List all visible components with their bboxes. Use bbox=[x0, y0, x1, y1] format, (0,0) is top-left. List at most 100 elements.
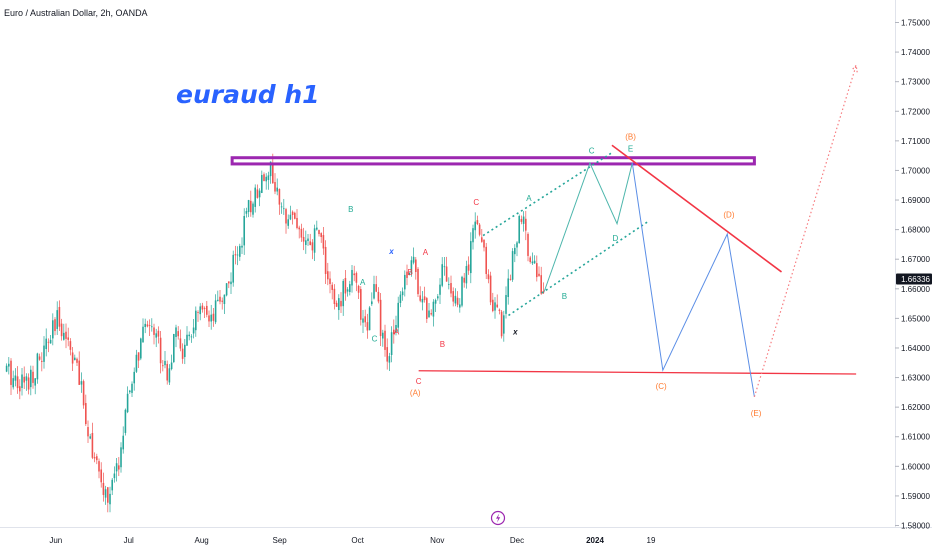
candle bbox=[474, 212, 477, 239]
resistance-box[interactable] bbox=[230, 156, 756, 166]
candle-body bbox=[71, 352, 74, 364]
y-tick-label: 1.58000 bbox=[901, 522, 930, 531]
candle bbox=[54, 317, 56, 336]
candle-body bbox=[410, 260, 413, 274]
candle-body bbox=[49, 339, 52, 344]
x-tick-label: Dec bbox=[510, 536, 524, 545]
candle bbox=[481, 229, 483, 243]
candle-body bbox=[30, 369, 32, 388]
candle bbox=[331, 282, 334, 300]
candle bbox=[21, 367, 23, 396]
candle-body bbox=[186, 334, 188, 346]
candle bbox=[382, 329, 384, 347]
candle-body bbox=[533, 260, 536, 264]
candle bbox=[87, 420, 89, 444]
candle-body bbox=[357, 285, 360, 293]
price-axis[interactable]: 1.75000 1.74000 1.73000 1.72000 1.71000 1.700… bbox=[895, 19, 930, 531]
candle-body bbox=[179, 338, 182, 349]
candle bbox=[401, 287, 404, 301]
candle bbox=[157, 326, 160, 344]
candle-body bbox=[278, 189, 281, 205]
candle bbox=[456, 291, 459, 308]
support-line[interactable] bbox=[418, 370, 857, 375]
x-tick-label: 2024 bbox=[586, 536, 604, 545]
candle bbox=[137, 352, 140, 368]
candle-body bbox=[188, 334, 191, 337]
candle bbox=[199, 303, 202, 321]
candle bbox=[43, 336, 45, 369]
candle bbox=[109, 486, 111, 513]
candle bbox=[102, 472, 105, 502]
upper-channel-line[interactable] bbox=[482, 152, 613, 237]
candle-body bbox=[140, 338, 142, 359]
projection-path-major[interactable] bbox=[631, 162, 755, 397]
candle-body bbox=[232, 254, 235, 283]
wave-label: C bbox=[372, 334, 378, 343]
candle-body bbox=[78, 360, 81, 385]
candle-body bbox=[195, 310, 197, 331]
candle-body bbox=[203, 308, 206, 309]
candle bbox=[74, 354, 76, 361]
candle-body bbox=[309, 241, 312, 246]
x-tick-label: Jun bbox=[49, 536, 62, 545]
descending-trendline[interactable] bbox=[611, 144, 783, 273]
candle bbox=[217, 290, 219, 302]
candle-body bbox=[219, 296, 221, 302]
candle-body bbox=[331, 284, 334, 290]
candle-body bbox=[100, 469, 103, 483]
candle bbox=[342, 278, 345, 316]
candle-body bbox=[514, 247, 516, 255]
y-tick-label: 1.70000 bbox=[901, 166, 930, 175]
candle bbox=[540, 266, 543, 295]
target-arrow-line[interactable] bbox=[753, 65, 857, 397]
candle bbox=[274, 173, 276, 195]
candle-body bbox=[483, 239, 485, 248]
lower-channel-line[interactable] bbox=[508, 220, 650, 317]
annotation-title: euraud h1 bbox=[176, 80, 320, 109]
candle bbox=[386, 338, 389, 370]
candle bbox=[443, 256, 446, 276]
candle bbox=[412, 247, 415, 265]
candle-body bbox=[320, 233, 323, 238]
x-tick-label: Nov bbox=[430, 536, 444, 545]
candle-body bbox=[342, 280, 345, 307]
candle bbox=[98, 458, 100, 479]
wave-label: C bbox=[589, 146, 595, 155]
candle-body bbox=[324, 246, 327, 274]
candle-body bbox=[67, 337, 70, 340]
candle bbox=[188, 331, 191, 341]
projection-path-minor[interactable] bbox=[543, 161, 633, 292]
candle-body bbox=[516, 242, 518, 248]
candle-body bbox=[164, 360, 166, 366]
candle-body bbox=[74, 357, 76, 361]
candle bbox=[408, 272, 411, 276]
candle bbox=[415, 257, 417, 280]
candle-body bbox=[210, 314, 213, 322]
candle bbox=[520, 215, 523, 225]
candle-body bbox=[43, 345, 45, 362]
candle bbox=[311, 239, 314, 260]
candle-body bbox=[399, 294, 402, 303]
y-tick-label: 1.60000 bbox=[901, 462, 930, 471]
candle-body bbox=[236, 254, 239, 256]
candle bbox=[219, 289, 221, 305]
candle bbox=[140, 337, 142, 361]
candle-body bbox=[467, 264, 470, 271]
candle-body bbox=[459, 304, 461, 308]
candle bbox=[16, 366, 19, 394]
candle-body bbox=[272, 162, 274, 184]
x-tick-label: Sep bbox=[272, 536, 287, 545]
candle bbox=[56, 301, 59, 335]
y-tick-label: 1.65000 bbox=[901, 314, 930, 323]
candle-body bbox=[111, 479, 114, 491]
wave-label: x bbox=[512, 328, 518, 337]
candle bbox=[69, 338, 72, 356]
candle bbox=[492, 292, 494, 313]
time-axis[interactable]: Jun Jul Aug Sep Oct Nov Dec 2024 19 bbox=[49, 536, 656, 545]
candle bbox=[214, 294, 217, 325]
candle-body bbox=[23, 376, 26, 383]
lightning-icon[interactable] bbox=[490, 510, 506, 526]
candle-body bbox=[346, 289, 349, 292]
candle bbox=[478, 222, 481, 237]
